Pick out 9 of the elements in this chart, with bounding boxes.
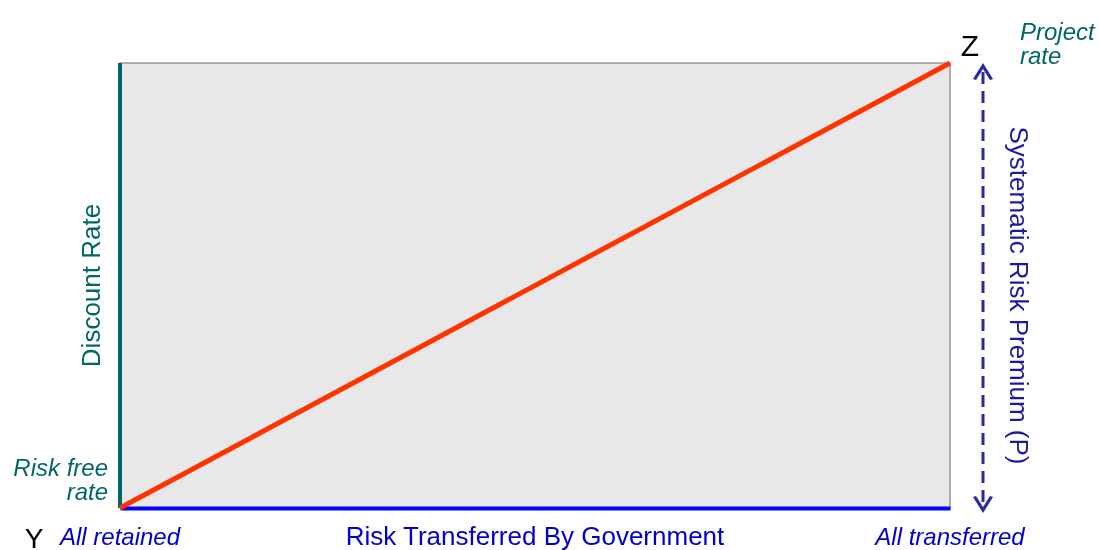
annotation: Systematic Risk Premium (P) bbox=[1004, 126, 1034, 465]
x-tick-label: All retained bbox=[57, 523, 181, 550]
annotation: Project rate bbox=[1020, 18, 1097, 69]
text: Z bbox=[960, 29, 980, 62]
x-axis-title: Risk Transferred By Government bbox=[345, 521, 726, 550]
annotation: Risk free rate bbox=[13, 454, 108, 505]
x-tick-label: All transferred bbox=[873, 523, 1026, 550]
text: Y bbox=[24, 523, 44, 550]
y-axis-title: Discount Rate bbox=[76, 203, 106, 368]
